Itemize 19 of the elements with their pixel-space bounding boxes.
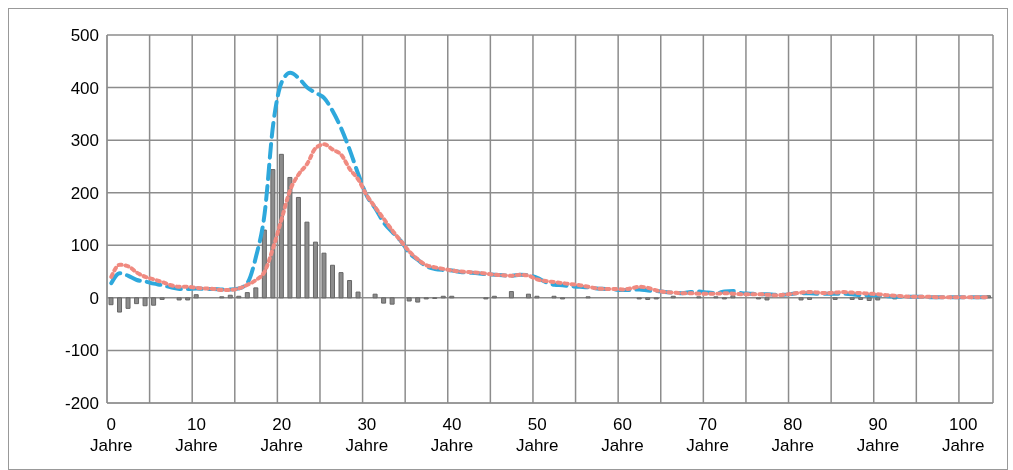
x-tick-label: 40 Jahre <box>430 415 474 455</box>
x-tick-label: 100 Jahre <box>941 415 985 455</box>
y-tick-label: 0 <box>89 288 99 308</box>
x-tick-label: 0 Jahre <box>89 415 133 455</box>
x-tick-label: 60 Jahre <box>601 415 644 455</box>
y-tick-label: 500 <box>70 26 99 46</box>
x-tick-label: 30 Jahre <box>345 415 389 455</box>
y-tick-label: 300 <box>70 131 99 151</box>
x-tick-label: 80 Jahre <box>771 415 815 455</box>
y-tick-label: 400 <box>70 78 99 98</box>
x-tick-label: 20 Jahre <box>260 415 303 455</box>
x-tick-label: 50 Jahre <box>515 415 559 455</box>
y-tick-label: 200 <box>70 183 99 203</box>
x-tick-label: 90 Jahre <box>856 415 900 455</box>
x-tick-label: 10 Jahre <box>175 415 218 455</box>
y-tick-label: 100 <box>70 236 99 256</box>
y-tick-label: -200 <box>64 394 99 414</box>
y-tick-label: -100 <box>64 341 99 361</box>
x-tick-label: 70 Jahre <box>686 415 729 455</box>
